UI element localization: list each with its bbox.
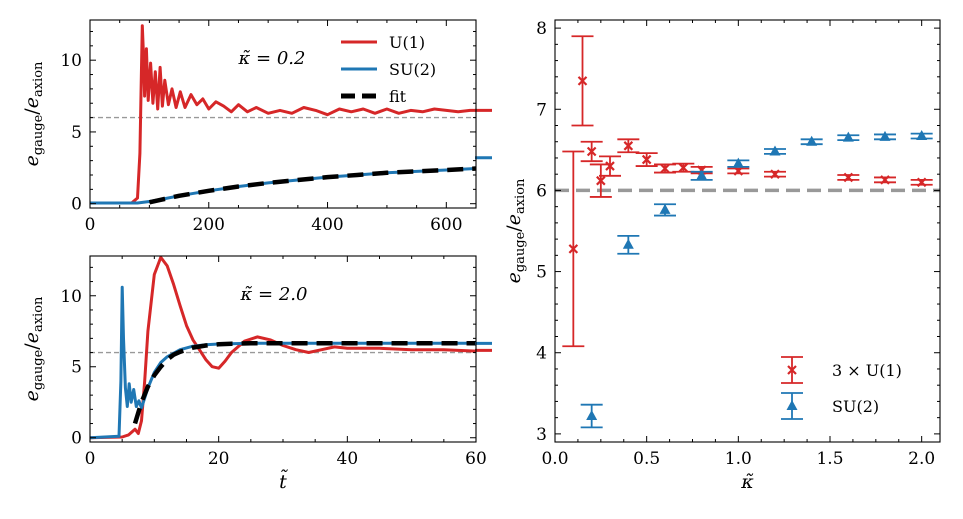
bottom-left-xtick-label: 20 xyxy=(208,449,230,469)
right-marker-x xyxy=(641,154,652,165)
right-ytick-label: 7 xyxy=(536,100,547,120)
right-xtick-label: 1.5 xyxy=(816,449,843,469)
right-point-u1 xyxy=(874,175,896,185)
right-point-u1 xyxy=(910,177,933,188)
right-point-su2 xyxy=(910,130,933,141)
top-left-axes xyxy=(89,20,476,208)
top-left-legend-label-2: fit xyxy=(389,87,407,106)
right-marker-triangle xyxy=(696,169,708,180)
right-legend-label-0: 3 × U(1) xyxy=(832,361,902,380)
right-marker-x xyxy=(586,146,597,157)
right-marker-triangle xyxy=(806,135,818,146)
right-ytick-label: 8 xyxy=(536,19,547,39)
right-marker-x xyxy=(623,141,634,151)
bottom-left-annotation: κ̃ = 2.0 xyxy=(240,284,308,305)
right-legend-marker xyxy=(787,365,797,375)
right-point-su2 xyxy=(764,145,786,156)
top-left-series-u-1- xyxy=(90,24,476,205)
bottom-left-ytick-label: 10 xyxy=(60,287,82,307)
right-xlabel: κ̃ xyxy=(740,471,754,493)
right-marker-triangle xyxy=(622,238,634,249)
right-point-u1 xyxy=(727,166,750,176)
right-marker-triangle xyxy=(842,131,854,142)
right-point-u1 xyxy=(562,150,585,348)
right-legend-label-1: SU(2) xyxy=(832,397,879,416)
top-left-ylabel: egauge/eaxion xyxy=(21,61,46,166)
right-marker-triangle xyxy=(879,130,891,141)
top-left-legend-label-0: U(1) xyxy=(389,33,425,52)
bottom-left-ylabel: egauge/eaxion xyxy=(21,296,46,401)
right-point-u1 xyxy=(764,169,786,179)
right-marker-triangle xyxy=(769,145,781,156)
right-point-su2 xyxy=(874,130,896,141)
bottom-left-ytick-label: 5 xyxy=(71,358,82,378)
bottom-left-ytick-label: 0 xyxy=(71,429,82,449)
right-marker-triangle xyxy=(586,410,598,421)
top-left-xtick-label: 0 xyxy=(85,215,96,235)
right-point-su2 xyxy=(800,135,823,146)
top-left-ytick-label: 10 xyxy=(60,51,82,71)
bottom-left-xlabel: t̃ xyxy=(279,470,288,493)
right-point-u1 xyxy=(672,162,695,173)
right-point-su2 xyxy=(727,157,750,168)
top-left-annotation: κ̃ = 0.2 xyxy=(238,48,306,69)
right-marker-x xyxy=(916,177,927,188)
top-left-ytick-label: 0 xyxy=(71,195,82,215)
right-marker-x xyxy=(770,169,780,179)
right-ylabel: egauge/eaxion xyxy=(503,178,528,283)
right-xtick-label: 0.5 xyxy=(633,449,660,469)
top-left-legend-label-1: SU(2) xyxy=(389,60,436,79)
right-marker-x xyxy=(843,172,854,183)
right-point-u1 xyxy=(589,163,612,198)
top-left-xtick-label: 600 xyxy=(430,215,462,235)
right-ytick-label: 5 xyxy=(536,263,547,283)
bottom-left-xtick-label: 0 xyxy=(85,449,96,469)
right-point-u1 xyxy=(837,172,860,183)
right-point-su2 xyxy=(690,169,713,181)
bottom-left-series-fit xyxy=(132,341,476,425)
right-axes xyxy=(554,20,940,442)
right-point-su2 xyxy=(837,131,860,142)
right-ytick-label: 6 xyxy=(536,181,547,201)
right-marker-x xyxy=(605,161,615,171)
right-xtick-label: 2.0 xyxy=(908,449,935,469)
top-left-series-su-2- xyxy=(90,167,476,205)
right-ytick-label: 3 xyxy=(536,425,547,445)
top-left-series-fit xyxy=(148,166,476,205)
right-xtick-label: 1.0 xyxy=(725,449,752,469)
right-marker-x xyxy=(880,175,890,185)
bottom-left-series-su-2- xyxy=(90,285,476,440)
right-ytick-label: 4 xyxy=(536,344,547,364)
right-point-u1 xyxy=(635,152,658,167)
right-point-su2 xyxy=(580,403,603,429)
right-marker-x xyxy=(596,175,606,186)
right-point-u1 xyxy=(617,138,640,154)
right-xtick-label: 0.0 xyxy=(541,449,568,469)
right-marker-triangle xyxy=(916,130,928,141)
right-marker-x xyxy=(678,162,689,173)
right-marker-x xyxy=(568,244,579,254)
right-legend-swatch-1 xyxy=(781,392,803,420)
bottom-left-xtick-label: 60 xyxy=(465,449,487,469)
bottom-left-xtick-label: 40 xyxy=(337,449,359,469)
top-left-frame xyxy=(89,19,477,209)
right-point-u1 xyxy=(599,155,621,177)
top-left-xtick-label: 200 xyxy=(193,215,225,235)
right-marker-triangle xyxy=(732,157,744,168)
right-point-su2 xyxy=(654,203,676,217)
right-legend-marker xyxy=(786,400,798,410)
right-marker-x xyxy=(660,163,670,174)
top-left-xtick-label: 400 xyxy=(311,215,343,235)
right-point-u1 xyxy=(571,35,594,127)
right-marker-x xyxy=(577,76,588,86)
right-point-u1 xyxy=(580,140,603,163)
top-left-ytick-label: 5 xyxy=(71,123,82,143)
right-marker-x xyxy=(733,166,744,176)
bottom-left-axes xyxy=(89,256,477,442)
right-marker-triangle xyxy=(659,203,671,214)
right-legend-swatch-0 xyxy=(781,356,803,384)
right-point-su2 xyxy=(617,234,640,255)
right-frame xyxy=(554,19,941,443)
